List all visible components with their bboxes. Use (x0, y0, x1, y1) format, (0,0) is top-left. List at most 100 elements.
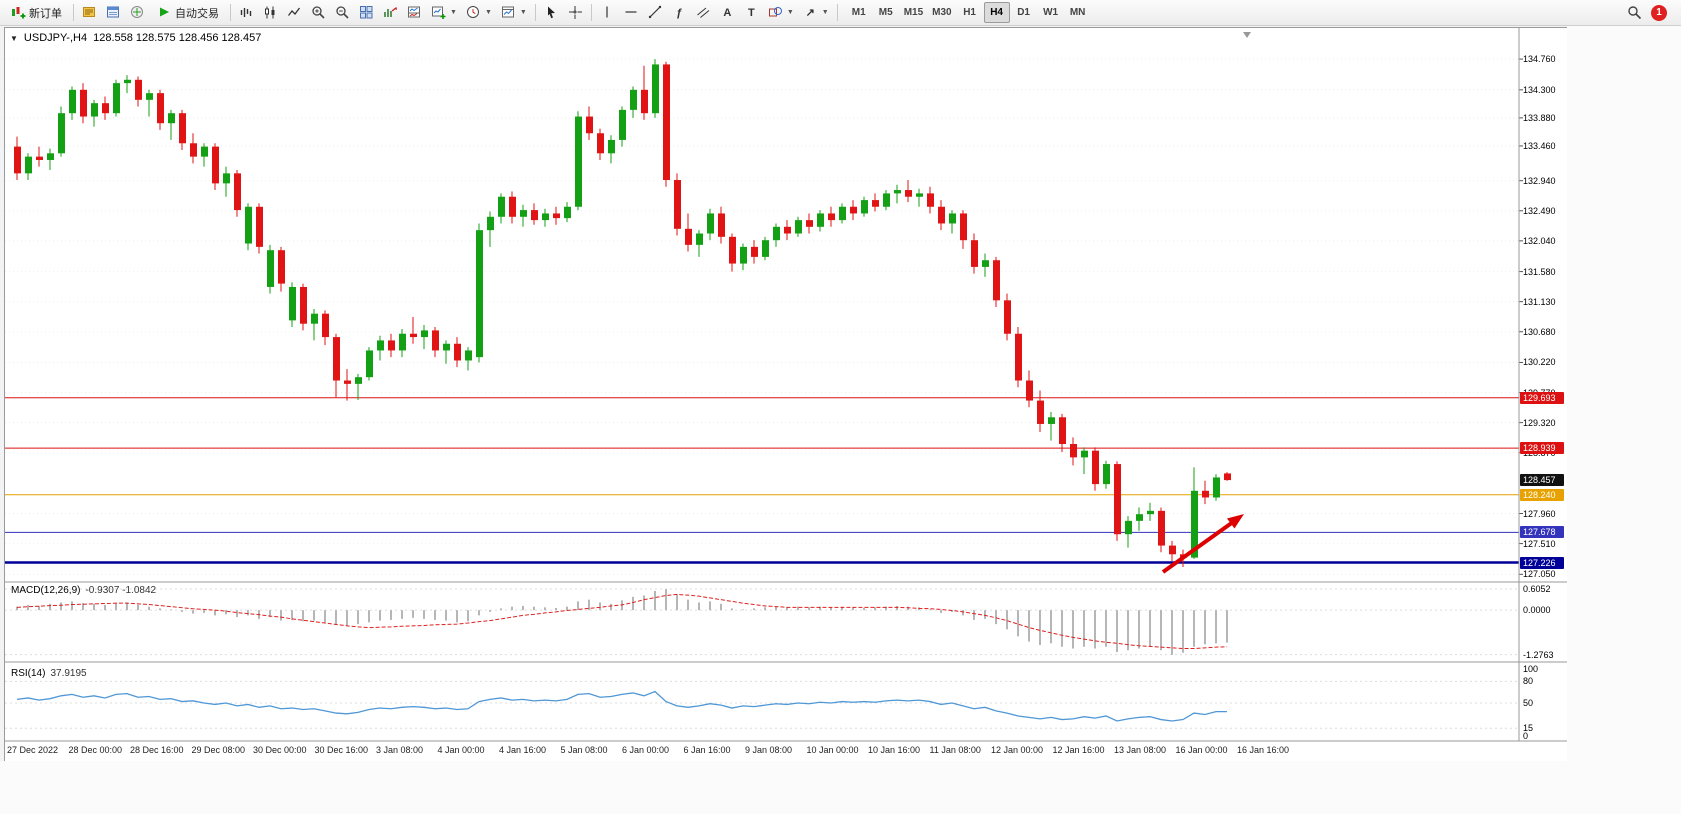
timeframe-m5[interactable]: M5 (873, 2, 899, 23)
axis-price-label: 130.220 (1523, 357, 1556, 368)
timeframe-h4[interactable]: H4 (983, 2, 1010, 23)
tile-windows-icon (359, 5, 374, 20)
chevron-down-icon: ▼ (519, 9, 527, 16)
channel-button[interactable] (692, 2, 715, 23)
time-axis-label: 28 Dec 00:00 (68, 745, 123, 755)
line-chart-icon (287, 5, 302, 20)
time-axis-label: 10 Jan 00:00 (806, 745, 859, 755)
toolbar-separator (534, 4, 536, 21)
templates-button[interactable]: ▼ (497, 2, 531, 23)
time-axis-label: 10 Jan 16:00 (868, 745, 921, 755)
timeframe-d1[interactable]: D1 (1011, 2, 1037, 23)
horizontal-line-button[interactable] (620, 2, 643, 23)
crosshair-icon (568, 5, 583, 20)
time-axis-label: 11 Jan 08:00 (929, 745, 981, 755)
cursor-button[interactable] (540, 2, 563, 23)
new-chart-button[interactable]: ▼ (427, 2, 461, 23)
zoom-out-icon (335, 5, 350, 20)
navigator-icon (130, 5, 145, 20)
axis-price-label: 134.760 (1523, 54, 1556, 65)
arrow-tool-icon: ↗ (805, 7, 815, 19)
timeframe-w1[interactable]: W1 (1038, 2, 1064, 23)
chevron-down-icon: ▼ (450, 9, 457, 16)
time-axis-label: 28 Dec 16:00 (130, 745, 184, 755)
axis-price-label: 127.050 (1523, 569, 1556, 580)
time-axis-label: 29 Dec 08:00 (191, 745, 246, 755)
chart-canvas[interactable] (5, 28, 1567, 761)
chart-collapse-icon[interactable]: ▼ (10, 33, 18, 43)
timeframe-m15[interactable]: M15 (900, 2, 927, 23)
toolbar-separator (590, 4, 592, 21)
timeframe-m1[interactable]: M1 (846, 2, 872, 23)
time-axis-label: 6 Jan 16:00 (683, 745, 731, 755)
axis-rsi-label: 80 (1523, 676, 1534, 687)
shapes-button[interactable]: ▼ (764, 2, 798, 23)
chevron-down-icon: ▼ (786, 9, 794, 16)
bar-chart-button[interactable] (235, 2, 258, 23)
rsi-name: RSI(14) (11, 668, 46, 679)
axis-rsi-label: 15 (1523, 723, 1534, 734)
timeframe-h1[interactable]: H1 (957, 2, 983, 23)
chart-symbol-period: USDJPY-,H4 (23, 32, 88, 44)
time-axis-label: 5 Jan 08:00 (560, 745, 608, 755)
shapes-icon (768, 5, 783, 20)
axis-price-label: 131.580 (1523, 266, 1556, 277)
data-window-icon (106, 5, 121, 20)
axis-price-label: 130.680 (1523, 326, 1556, 337)
axis-rsi-label: 0 (1523, 731, 1529, 741)
new-order-button[interactable]: 新订单 (4, 2, 69, 23)
time-axis-label: 30 Dec 16:00 (314, 745, 369, 755)
trendline-button[interactable] (644, 2, 667, 23)
bar-chart-icon (239, 5, 254, 20)
time-axis-label: 16 Jan 16:00 (1237, 745, 1290, 755)
timeframe-mn[interactable]: MN (1065, 2, 1091, 23)
text-button[interactable]: A (716, 2, 739, 23)
vertical-line-button[interactable] (596, 2, 619, 23)
price-line-badge: 127.678 (1520, 526, 1564, 539)
chevron-down-icon: ▼ (484, 9, 492, 16)
toolbar-separator (230, 4, 231, 21)
trendline-icon (648, 5, 663, 20)
candlestick-chart-button[interactable] (259, 2, 282, 23)
autotrading-label: 自动交易 (175, 7, 219, 20)
axis-macd-label: 0.0000 (1523, 605, 1551, 616)
tile-windows-button[interactable] (355, 2, 378, 23)
timeframe-group: M1 M5 M15 M30 H1 H4 D1 W1 MN (846, 2, 1091, 23)
indicators-icon (383, 5, 398, 20)
indicators-button[interactable] (379, 2, 402, 23)
label-button[interactable]: T (740, 2, 763, 23)
axis-price-label: 132.040 (1523, 235, 1556, 246)
axis-price-label: 127.960 (1523, 508, 1556, 519)
market-watch-button[interactable] (78, 2, 101, 23)
template-icon (501, 5, 516, 20)
data-window-button[interactable] (102, 2, 125, 23)
price-line-badge: 128.939 (1520, 442, 1564, 455)
autotrading-icon (157, 5, 172, 20)
fibonacci-button[interactable]: ƒ (668, 2, 691, 23)
channel-icon (696, 5, 711, 20)
crosshair-button[interactable] (564, 2, 587, 23)
indicator-windows-button[interactable] (403, 2, 426, 23)
time-axis-label: 3 Jan 08:00 (376, 745, 424, 755)
chart-ohlc: 128.558 128.575 128.456 128.457 (93, 32, 262, 44)
timeframe-m30[interactable]: M30 (928, 2, 955, 23)
line-chart-button[interactable] (283, 2, 306, 23)
indicator-windows-icon (407, 5, 422, 20)
periods-button[interactable]: ▼ (462, 2, 496, 23)
axis-price-label: 133.460 (1523, 140, 1556, 151)
zoom-in-icon (311, 5, 326, 20)
notification-badge[interactable]: 1 (1651, 4, 1667, 21)
current-price-badge: 128.457 (1520, 474, 1564, 487)
price-axis: 134.760 134.300 133.880 133.460 132.940 132.4… (1519, 28, 1567, 742)
arrows-button[interactable]: ↗ ▼ (799, 2, 833, 23)
zoom-in-button[interactable] (307, 2, 330, 23)
zoom-out-button[interactable] (331, 2, 354, 23)
toolbar-separator (73, 4, 74, 21)
new-order-label: 新订单 (29, 7, 62, 20)
search-button[interactable] (1623, 2, 1646, 23)
new-chart-icon (431, 5, 446, 20)
navigator-button[interactable] (126, 2, 149, 23)
price-line-badge: 127.226 (1520, 556, 1564, 569)
autotrading-button[interactable]: 自动交易 (150, 2, 226, 23)
macd-values: -0.9307 -1.0842 (85, 585, 157, 596)
